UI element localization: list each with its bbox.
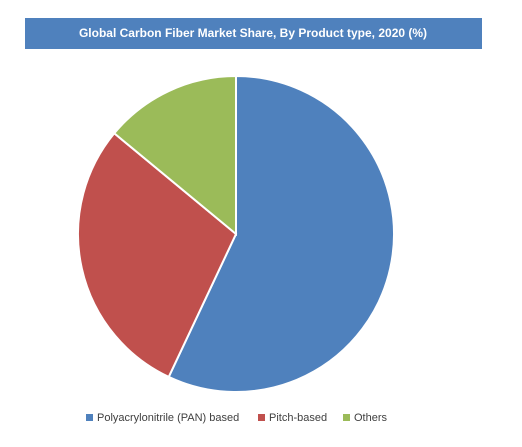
legend-swatch bbox=[86, 414, 93, 421]
chart-title: Global Carbon Fiber Market Share, By Pro… bbox=[79, 26, 427, 40]
pie-slice bbox=[77, 131, 238, 379]
title-bar bbox=[25, 18, 482, 49]
legend-label: Others bbox=[354, 412, 388, 424]
legend-swatch bbox=[343, 414, 350, 421]
pie-slice bbox=[167, 74, 395, 393]
legend-label: Polyacrylonitrile (PAN) based bbox=[97, 412, 239, 424]
legend-label: Pitch-based bbox=[269, 412, 327, 424]
legend-swatch bbox=[258, 414, 265, 421]
pie-slice bbox=[112, 74, 237, 237]
